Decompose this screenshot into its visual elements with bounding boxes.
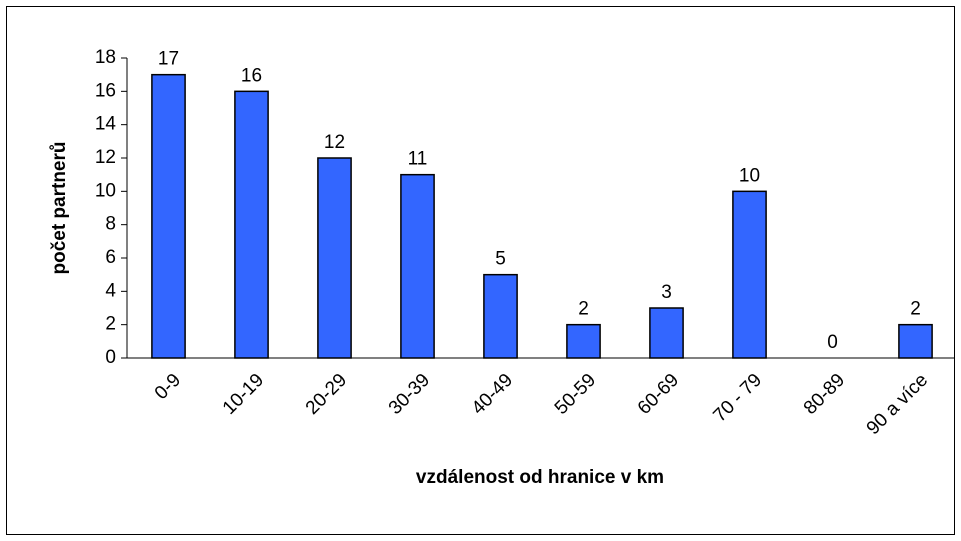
bar (400, 173, 435, 359)
x-axis-title: vzdálenost od hranice v km (416, 467, 664, 488)
bar (649, 307, 684, 359)
value-label: 3 (661, 282, 672, 303)
y-tick-label: 4 (105, 280, 116, 301)
value-label: 0 (827, 332, 838, 353)
y-tick-label: 18 (95, 47, 116, 68)
y-tick-label: 16 (95, 80, 116, 101)
y-tick-label: 0 (105, 347, 116, 368)
y-tick-label: 14 (95, 114, 117, 135)
value-label: 2 (910, 299, 921, 320)
y-tick-label: 10 (95, 180, 116, 201)
bar (483, 273, 518, 359)
y-tick-label: 2 (105, 314, 116, 335)
bar (566, 323, 601, 359)
value-label: 11 (408, 149, 428, 170)
y-tick-label: 12 (95, 147, 116, 168)
value-label: 16 (241, 65, 262, 86)
bar (234, 90, 269, 359)
bar (898, 323, 933, 359)
bar (151, 73, 186, 359)
y-tick-label: 6 (105, 247, 116, 268)
value-label: 10 (739, 165, 760, 186)
chart-border (6, 6, 955, 535)
value-label: 12 (324, 132, 345, 153)
value-label: 5 (495, 249, 506, 270)
bar (732, 190, 767, 359)
value-label: 2 (578, 299, 589, 320)
bar (317, 157, 352, 359)
value-label: 17 (158, 49, 179, 70)
y-tick-label: 8 (105, 214, 116, 235)
y-axis-title: počet partnerů (49, 141, 70, 274)
